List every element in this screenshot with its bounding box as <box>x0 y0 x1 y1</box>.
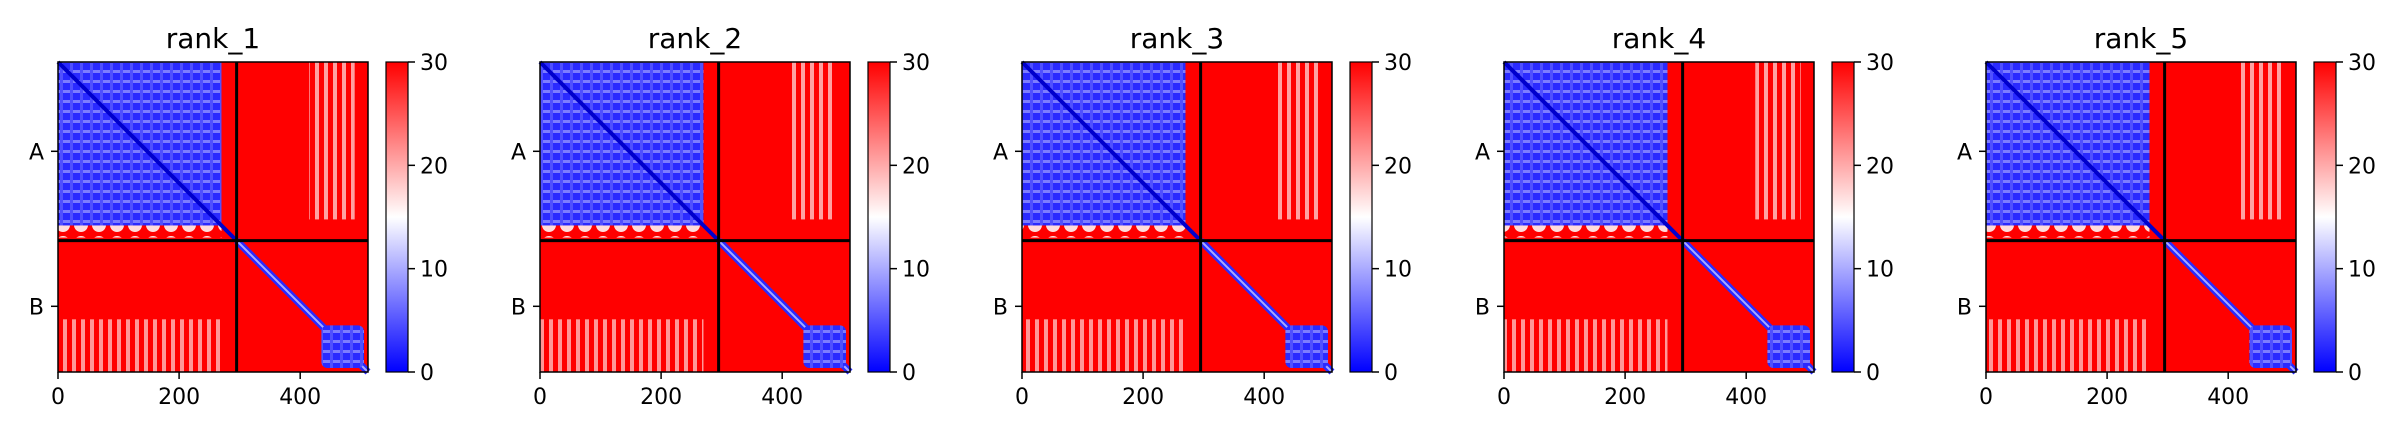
panel-title: rank_4 <box>1612 22 1706 55</box>
colorbar-tick-label: 0 <box>902 361 916 386</box>
colorbar <box>1349 61 1373 373</box>
pae-panel-1: rank_1 0 200 400 A B 0 10 20 30 <box>29 22 448 410</box>
colorbar <box>385 61 409 373</box>
colorbar-tick-label: 0 <box>1384 361 1398 386</box>
y-tick-label: A <box>993 140 1008 165</box>
pae-panel-2: rank_2 0 200 400 A B 0 10 20 30 <box>511 22 930 410</box>
block-a-a-edge <box>540 225 704 238</box>
plot-frame <box>539 61 851 373</box>
pae-panel-5: rank_5 0 200 400 A B 0 10 20 30 <box>1957 22 2376 410</box>
colorbar-tick-label: 10 <box>902 258 930 283</box>
block-a-a-edge <box>1022 225 1186 238</box>
y-tick-label: B <box>511 295 526 320</box>
colorbar-tick-label: 10 <box>2348 258 2376 283</box>
y-tick-label: A <box>511 140 526 165</box>
panel-title: rank_1 <box>166 22 260 55</box>
pae-panel-4: rank_4 0 200 400 A B 0 10 20 30 <box>1475 22 1894 410</box>
x-tick-label: 400 <box>2207 385 2249 410</box>
block-a-a-diagonal <box>1984 60 2167 243</box>
y-tick-label: B <box>993 295 1008 320</box>
x-tick-label: 0 <box>1015 385 1029 410</box>
plot-frame <box>57 61 369 373</box>
x-tick-label: 200 <box>1122 385 1164 410</box>
block-a-a-diagonal <box>1020 60 1203 243</box>
x-tick-label: 0 <box>1497 385 1511 410</box>
plot-frame <box>1503 61 1815 373</box>
block-a-b-band <box>1273 62 1319 220</box>
y-tick-label: B <box>1957 295 1972 320</box>
block-a-a-edge <box>58 225 222 238</box>
block-a-a-edge <box>1504 225 1668 238</box>
colorbar-tick-label: 0 <box>2348 361 2362 386</box>
block-b-b-domain <box>1285 325 1328 368</box>
block-b-a-band <box>540 319 704 372</box>
block-a-a-diagonal <box>538 60 721 243</box>
block-b-a-band <box>1022 319 1186 372</box>
x-tick-label: 200 <box>158 385 200 410</box>
y-tick-label: B <box>29 295 44 320</box>
colorbar-tick-label: 10 <box>1866 258 1894 283</box>
block-a-a-edge <box>1986 225 2150 238</box>
block-b-b-domain <box>321 325 364 368</box>
colorbar-tick-label: 0 <box>1866 361 1880 386</box>
x-tick-label: 200 <box>2086 385 2128 410</box>
colorbar-tick-label: 30 <box>1384 51 1412 76</box>
colorbar-tick-label: 20 <box>1384 154 1412 179</box>
colorbar-tick-label: 20 <box>2348 154 2376 179</box>
colorbar <box>1831 61 1855 373</box>
x-tick-label: 0 <box>1979 385 1993 410</box>
block-b-a-band <box>58 319 222 372</box>
x-tick-label: 400 <box>279 385 321 410</box>
block-a-b-band <box>2237 62 2283 220</box>
block-b-a-band <box>1504 319 1668 372</box>
block-b-b-domain <box>2249 325 2292 368</box>
panel-title: rank_5 <box>2094 22 2188 55</box>
plot-frame <box>1021 61 1333 373</box>
x-tick-label: 200 <box>1604 385 1646 410</box>
block-b-b-domain <box>1767 325 1810 368</box>
block-a-b-band <box>309 62 355 220</box>
colorbar <box>2313 61 2337 373</box>
y-tick-label: A <box>29 140 44 165</box>
x-tick-label: 400 <box>1725 385 1767 410</box>
x-tick-label: 0 <box>533 385 547 410</box>
y-tick-label: B <box>1475 295 1490 320</box>
colorbar-tick-label: 0 <box>420 361 434 386</box>
plot-frame <box>1985 61 2297 373</box>
colorbar-tick-label: 30 <box>1866 51 1894 76</box>
block-a-b-band <box>791 62 837 220</box>
colorbar-tick-label: 30 <box>2348 51 2376 76</box>
colorbar <box>867 61 891 373</box>
x-tick-label: 400 <box>1243 385 1285 410</box>
y-tick-label: A <box>1957 140 1972 165</box>
colorbar-tick-label: 20 <box>1866 154 1894 179</box>
pae-panel-3: rank_3 0 200 400 A B 0 10 20 30 <box>993 22 1412 410</box>
colorbar-tick-label: 10 <box>420 258 448 283</box>
colorbar-tick-label: 20 <box>902 154 930 179</box>
panel-title: rank_2 <box>648 22 742 55</box>
colorbar-tick-label: 30 <box>420 51 448 76</box>
block-a-a-diagonal <box>1502 60 1685 243</box>
block-b-b-domain <box>803 325 846 368</box>
y-tick-label: A <box>1475 140 1490 165</box>
x-tick-label: 400 <box>761 385 803 410</box>
block-a-b-band <box>1755 62 1801 220</box>
colorbar-tick-label: 10 <box>1384 258 1412 283</box>
x-tick-label: 0 <box>51 385 65 410</box>
block-a-a-diagonal <box>56 60 239 243</box>
panel-title: rank_3 <box>1130 22 1224 55</box>
colorbar-tick-label: 20 <box>420 154 448 179</box>
x-tick-label: 200 <box>640 385 682 410</box>
colorbar-tick-label: 30 <box>902 51 930 76</box>
block-b-a-band <box>1986 319 2150 372</box>
